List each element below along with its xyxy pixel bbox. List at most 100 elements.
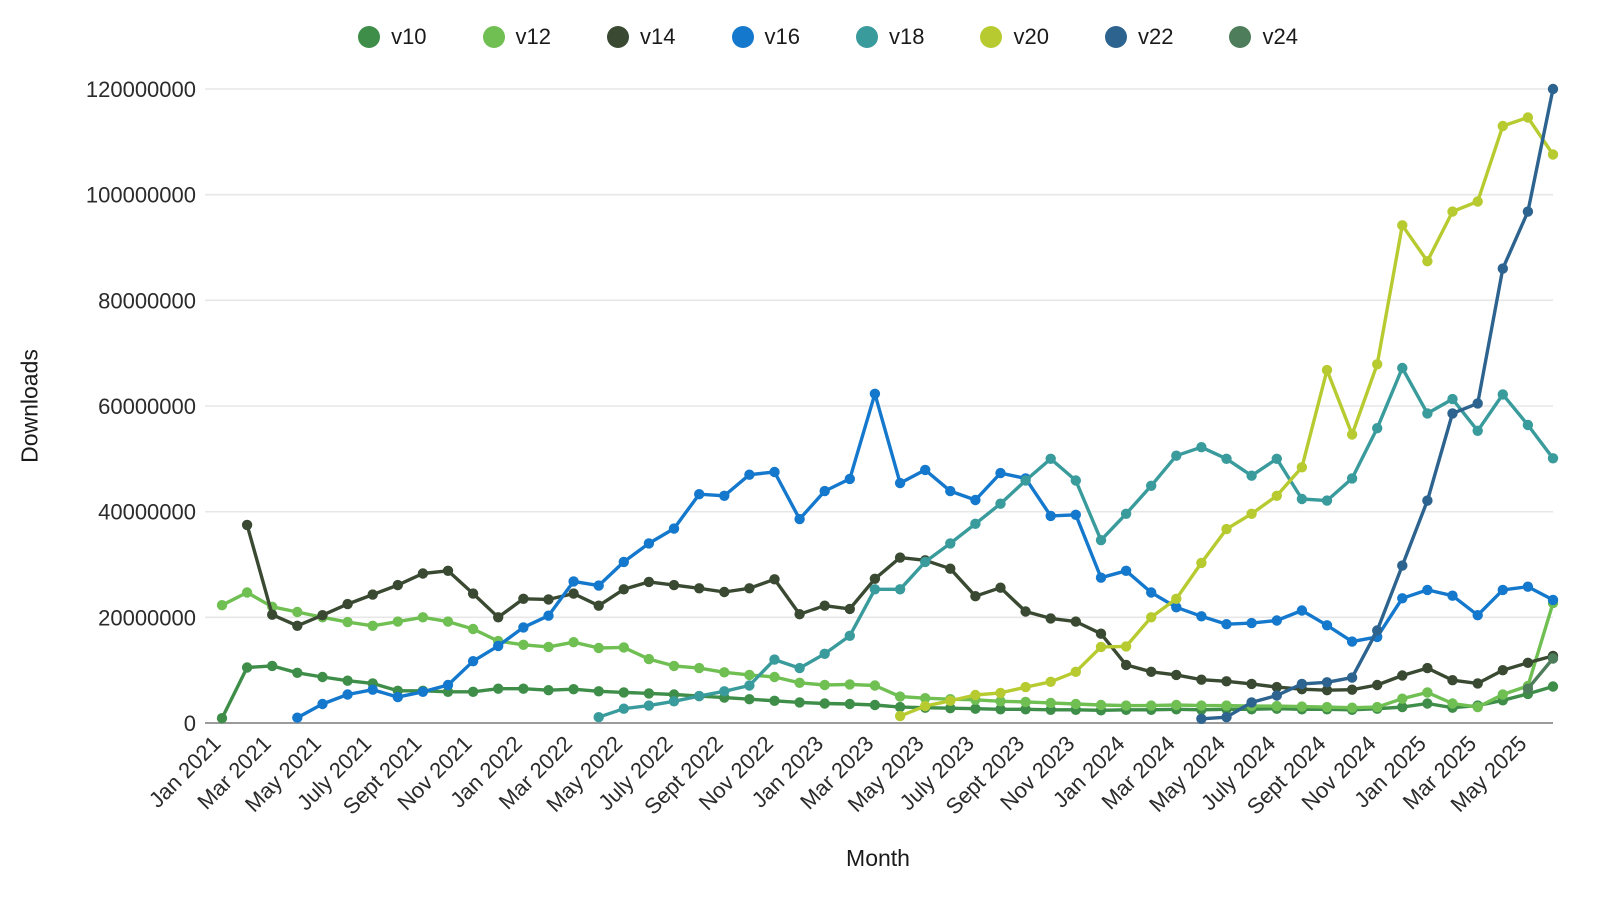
data-point-v20: [1372, 359, 1383, 370]
data-point-v18: [1171, 450, 1182, 461]
data-point-v16: [518, 622, 529, 633]
data-point-v16: [719, 490, 730, 501]
data-point-v10: [970, 703, 981, 714]
data-point-v16: [543, 610, 554, 621]
data-point-v12: [1171, 699, 1182, 711]
data-point-v16: [920, 464, 931, 476]
data-point-v18: [618, 703, 629, 714]
data-point-v22: [1497, 263, 1509, 274]
data-point-v18: [894, 584, 906, 595]
data-point-v18: [1547, 453, 1559, 464]
data-point-v10: [643, 688, 655, 699]
data-point-v16: [1497, 584, 1509, 596]
data-point-v22: [1447, 408, 1458, 419]
data-point-v10: [995, 704, 1006, 715]
data-point-v12: [1120, 700, 1132, 711]
data-point-v12: [568, 637, 579, 648]
data-point-v18: [1221, 453, 1232, 464]
data-point-v14: [1397, 670, 1408, 681]
data-point-v12: [618, 642, 629, 653]
data-point-v14: [518, 593, 529, 604]
data-point-v10: [593, 686, 604, 697]
data-point-v10: [1422, 698, 1433, 709]
data-point-v14: [241, 519, 253, 531]
data-point-v14: [568, 588, 579, 599]
data-point-v14: [1472, 678, 1483, 689]
data-point-v20: [945, 695, 956, 706]
data-point-v12: [292, 606, 303, 618]
data-point-v12: [1020, 696, 1031, 708]
data-point-v18: [1397, 362, 1408, 374]
data-point-v12: [518, 639, 529, 650]
data-point-v10: [241, 662, 253, 673]
data-point-v16: [819, 485, 830, 497]
data-point-v12: [1296, 701, 1308, 712]
data-point-v24: [1547, 653, 1559, 664]
data-point-v18: [1321, 495, 1333, 506]
data-point-v20: [1497, 120, 1509, 132]
data-point-v18: [694, 690, 705, 702]
data-point-v10: [1397, 701, 1408, 713]
data-point-v16: [1095, 572, 1107, 583]
data-point-v16: [1246, 617, 1257, 629]
data-point-v16: [1547, 594, 1559, 606]
data-point-v12: [392, 616, 403, 627]
data-point-v14: [342, 598, 353, 610]
data-point-v10: [869, 699, 881, 711]
data-point-v14: [1497, 665, 1509, 676]
data-point-v10: [267, 660, 278, 672]
data-point-v16: [618, 556, 629, 568]
data-point-v16: [367, 684, 378, 695]
data-point-v14: [694, 583, 705, 594]
data-point-v16: [292, 712, 303, 723]
y-tick-label: 20000000: [98, 605, 196, 630]
data-point-v12: [1447, 698, 1458, 709]
data-point-v10: [618, 687, 629, 698]
data-point-v22: [1522, 206, 1534, 217]
data-point-v14: [1120, 659, 1132, 671]
data-point-v14: [1196, 674, 1207, 685]
data-point-v14: [894, 552, 906, 563]
data-point-v16: [894, 477, 906, 489]
data-point-v20: [1020, 681, 1031, 693]
data-point-v12: [794, 677, 805, 688]
data-point-v18: [719, 686, 730, 697]
data-point-v14: [1271, 681, 1283, 693]
data-point-v14: [543, 594, 554, 605]
data-point-v14: [593, 600, 604, 611]
data-point-v22: [1372, 625, 1383, 636]
data-point-v18: [1271, 453, 1283, 464]
data-point-v16: [1447, 590, 1458, 601]
data-point-v12: [367, 620, 378, 631]
data-point-v18: [995, 498, 1006, 509]
data-point-v16: [1296, 605, 1308, 616]
x-axis-title: Month: [846, 845, 910, 871]
data-point-v20: [1346, 429, 1358, 440]
data-point-v20: [1095, 641, 1107, 653]
data-point-v16: [668, 523, 680, 534]
data-point-v16: [317, 698, 328, 710]
data-point-v20: [1472, 196, 1483, 207]
data-point-v16: [1070, 509, 1082, 520]
data-point-v16: [694, 489, 705, 500]
data-point-v14: [643, 576, 655, 588]
data-point-v12: [844, 679, 855, 690]
data-point-v22: [1547, 83, 1559, 95]
data-point-v12: [1095, 699, 1107, 711]
data-point-v16: [1522, 581, 1534, 592]
data-point-v20: [1045, 676, 1056, 687]
data-point-v20: [920, 700, 931, 712]
data-point-v18: [668, 696, 680, 707]
data-point-v16: [568, 576, 579, 587]
data-point-v14: [1422, 662, 1433, 674]
data-point-v22: [1221, 712, 1232, 723]
data-point-v12: [1346, 702, 1358, 713]
data-point-v12: [694, 662, 705, 674]
data-point-v16: [844, 473, 855, 485]
y-tick-label: 60000000: [98, 394, 196, 419]
data-point-v12: [216, 600, 228, 611]
data-point-v14: [1246, 678, 1257, 690]
data-point-v14: [1171, 669, 1182, 681]
data-point-v12: [668, 660, 680, 672]
